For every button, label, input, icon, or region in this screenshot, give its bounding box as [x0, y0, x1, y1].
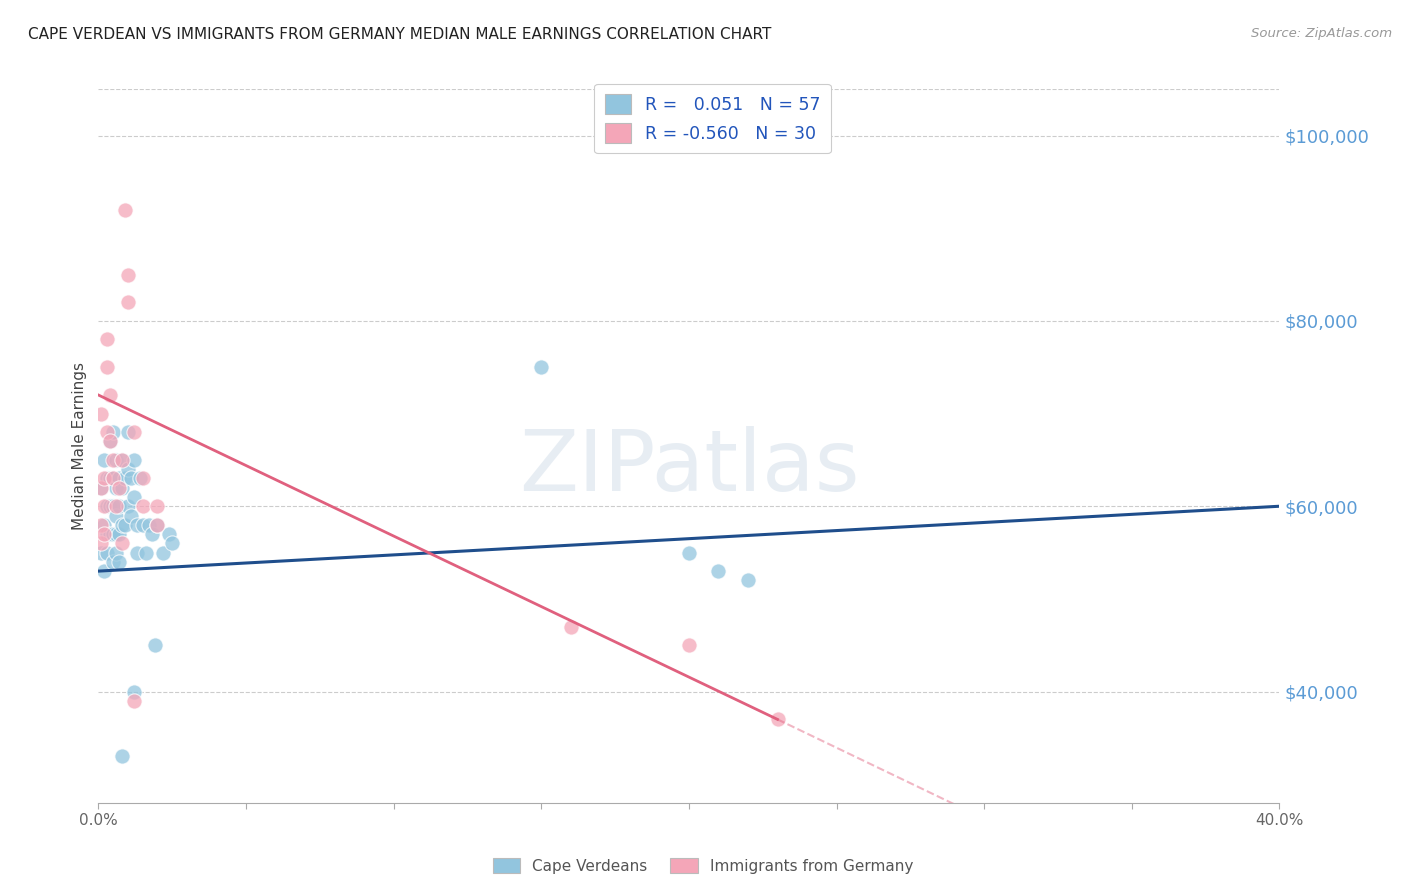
Point — [530, 360, 553, 375]
Point — [122, 694, 145, 708]
Point — [111, 749, 134, 764]
Point — [135, 545, 157, 559]
Point — [132, 500, 155, 514]
Point — [103, 471, 125, 485]
Point — [146, 517, 169, 532]
Point — [114, 471, 136, 485]
Point — [96, 425, 118, 439]
Point — [105, 453, 128, 467]
Point — [103, 453, 125, 467]
Point — [90, 481, 112, 495]
Point — [114, 517, 136, 532]
Point — [122, 453, 145, 467]
Text: ZIPatlas: ZIPatlas — [519, 425, 859, 509]
Point — [122, 490, 145, 504]
Point — [93, 500, 115, 514]
Point — [105, 481, 128, 495]
Point — [111, 536, 134, 550]
Point — [93, 564, 115, 578]
Point — [117, 462, 139, 476]
Point — [117, 425, 139, 439]
Point — [96, 360, 118, 375]
Point — [125, 545, 148, 559]
Point — [120, 508, 142, 523]
Point — [93, 471, 115, 485]
Point — [93, 517, 115, 532]
Point — [122, 684, 145, 698]
Point — [96, 500, 118, 514]
Point — [111, 453, 134, 467]
Point — [132, 517, 155, 532]
Point — [103, 527, 125, 541]
Point — [105, 545, 128, 559]
Point — [103, 425, 125, 439]
Point — [143, 638, 166, 652]
Point — [707, 564, 730, 578]
Point — [117, 268, 139, 282]
Point — [125, 517, 148, 532]
Point — [128, 471, 150, 485]
Point — [560, 620, 582, 634]
Point — [103, 471, 125, 485]
Point — [111, 517, 134, 532]
Point — [98, 527, 121, 541]
Point — [98, 388, 121, 402]
Point — [737, 574, 759, 588]
Legend: R =   0.051   N = 57, R = -0.560   N = 30: R = 0.051 N = 57, R = -0.560 N = 30 — [595, 84, 831, 153]
Point — [141, 527, 163, 541]
Point — [108, 481, 131, 495]
Point — [162, 536, 183, 550]
Point — [90, 407, 112, 421]
Point — [105, 527, 128, 541]
Point — [96, 471, 118, 485]
Point — [138, 517, 160, 532]
Point — [766, 712, 789, 726]
Point — [117, 500, 139, 514]
Point — [108, 555, 131, 569]
Point — [678, 638, 700, 652]
Text: Source: ZipAtlas.com: Source: ZipAtlas.com — [1251, 27, 1392, 40]
Point — [157, 527, 180, 541]
Point — [114, 202, 136, 217]
Point — [146, 517, 169, 532]
Text: CAPE VERDEAN VS IMMIGRANTS FROM GERMANY MEDIAN MALE EARNINGS CORRELATION CHART: CAPE VERDEAN VS IMMIGRANTS FROM GERMANY … — [28, 27, 772, 42]
Point — [108, 500, 131, 514]
Legend: Cape Verdeans, Immigrants from Germany: Cape Verdeans, Immigrants from Germany — [486, 852, 920, 880]
Point — [105, 500, 128, 514]
Point — [132, 471, 155, 485]
Point — [146, 500, 169, 514]
Point — [111, 481, 134, 495]
Point — [90, 545, 112, 559]
Point — [152, 545, 174, 559]
Point — [93, 453, 115, 467]
Point — [98, 434, 121, 449]
Point — [98, 471, 121, 485]
Point — [96, 527, 118, 541]
Point — [90, 517, 112, 532]
Point — [108, 471, 131, 485]
Point — [111, 453, 134, 467]
Point — [98, 434, 121, 449]
Point — [93, 527, 115, 541]
Point — [678, 545, 700, 559]
Point — [103, 555, 125, 569]
Point — [117, 295, 139, 310]
Point — [96, 545, 118, 559]
Point — [90, 481, 112, 495]
Point — [103, 500, 125, 514]
Point — [122, 425, 145, 439]
Point — [120, 471, 142, 485]
Point — [90, 536, 112, 550]
Point — [105, 508, 128, 523]
Point — [98, 500, 121, 514]
Point — [108, 527, 131, 541]
Y-axis label: Median Male Earnings: Median Male Earnings — [72, 362, 87, 530]
Point — [96, 333, 118, 347]
